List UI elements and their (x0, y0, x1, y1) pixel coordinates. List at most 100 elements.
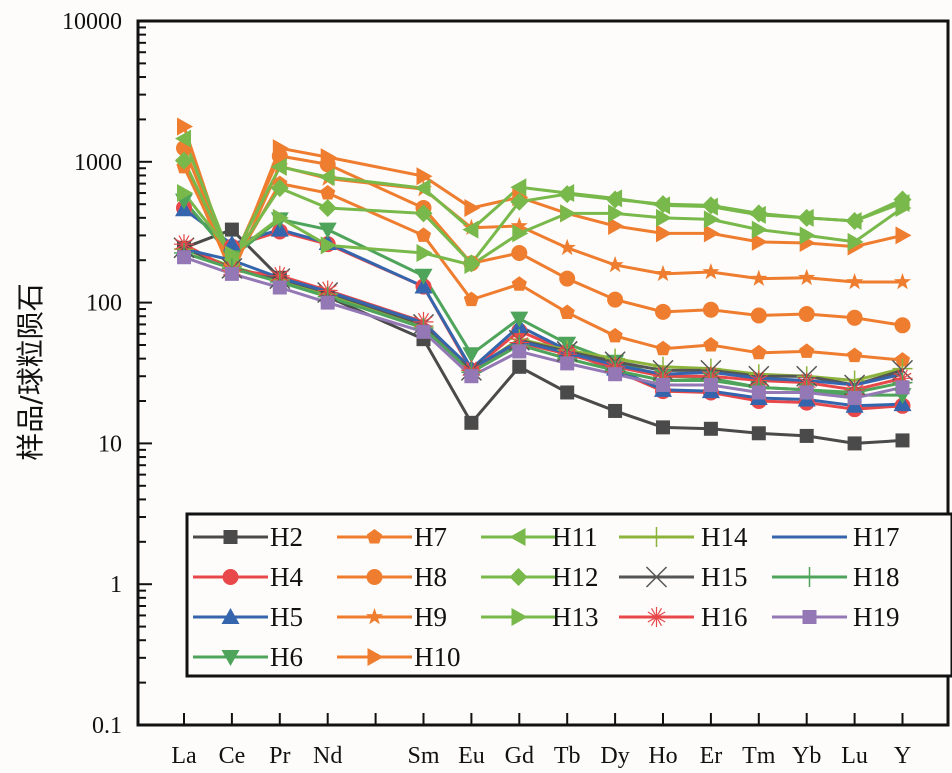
y-tick-label: 100 (86, 291, 122, 317)
data-point-h8 (559, 270, 576, 287)
legend-label-h12: H12 (552, 562, 599, 592)
data-point-h13 (416, 244, 433, 263)
data-point-h7 (799, 343, 815, 358)
legend-marker-h11 (509, 528, 526, 546)
data-point-h8 (894, 317, 911, 334)
data-point-h13 (799, 226, 816, 245)
legend-label-h17: H17 (853, 522, 900, 552)
data-point-h11 (510, 178, 527, 197)
data-point-h12 (175, 151, 193, 170)
legend-label-h7: H7 (414, 522, 447, 552)
legend-marker-h6 (221, 650, 240, 666)
x-tick-label: Ho (648, 743, 677, 769)
data-point-h7 (415, 227, 432, 242)
legend-marker-h2 (223, 530, 238, 544)
data-point-h19 (512, 344, 527, 359)
data-point-h13 (656, 208, 672, 227)
x-tick-label: Nd (313, 743, 342, 769)
data-point-h12 (558, 185, 577, 204)
legend-marker-h16 (646, 607, 667, 627)
x-tick-label: Tb (554, 743, 581, 769)
data-point-h9 (606, 255, 624, 273)
data-point-h19 (416, 324, 431, 339)
data-point-h7 (703, 336, 719, 352)
data-point-h6 (318, 222, 337, 239)
legend-label-h14: H14 (701, 522, 748, 552)
data-point-h12 (654, 195, 672, 214)
data-point-h12 (749, 204, 768, 223)
data-point-h8 (511, 245, 528, 262)
x-tick-label: Lu (841, 743, 868, 769)
data-point-h8 (702, 301, 719, 318)
data-point-h12 (701, 196, 720, 215)
legend-marker-h7 (366, 529, 383, 544)
legend-marker-h10 (367, 648, 384, 666)
data-point-h2 (224, 222, 239, 237)
data-point-h8 (607, 291, 624, 308)
legend-frame (185, 512, 952, 678)
legend-label-h6: H6 (270, 642, 303, 672)
legend-marker-h13 (511, 608, 528, 626)
data-point-h10 (320, 148, 337, 167)
x-tick-label: Tm (742, 743, 776, 769)
data-point-h11 (175, 129, 191, 148)
data-point-h13 (272, 208, 289, 227)
data-point-h2 (895, 433, 910, 448)
x-tick-label: Dy (600, 743, 629, 769)
data-point-h19 (751, 385, 766, 400)
series-line-h15 (183, 246, 903, 387)
data-point-h9 (510, 216, 528, 234)
legend-label-h4: H4 (270, 562, 303, 592)
y-tick-label: 10000 (62, 9, 122, 35)
series-line-h17 (183, 247, 903, 387)
legend-marker-h19 (802, 610, 817, 624)
data-point-h7 (846, 347, 863, 363)
legend-label-h18: H18 (853, 562, 900, 592)
data-point-h5 (270, 220, 289, 237)
data-point-h6 (462, 347, 481, 364)
data-point-h12 (797, 208, 816, 227)
series-lines (182, 126, 904, 445)
data-point-h13 (847, 232, 864, 251)
data-point-h2 (847, 436, 862, 451)
x-tick-label: Eu (458, 743, 485, 769)
data-point-h19 (320, 295, 335, 310)
data-point-h10 (272, 139, 289, 158)
data-point-h13 (464, 255, 481, 274)
data-point-h19 (799, 385, 814, 400)
data-point-h9 (846, 273, 864, 290)
data-point-h2 (799, 428, 814, 443)
data-point-h9 (893, 273, 912, 290)
y-tick-label: 10 (98, 431, 122, 457)
data-point-h9 (798, 268, 816, 286)
y-axis: 0.1 1 10 100 1000 10000 (62, 9, 152, 739)
x-tick-label: Yb (792, 743, 821, 769)
legend-label-h15: H15 (701, 562, 748, 592)
legend-marker-h18 (799, 567, 820, 587)
data-point-h11 (270, 157, 287, 176)
data-point-h19 (703, 377, 718, 392)
x-tick-label: Ce (219, 743, 246, 769)
data-point-h10 (703, 224, 720, 243)
data-point-h10 (895, 226, 912, 245)
data-point-h7 (751, 344, 767, 360)
data-point-h8 (798, 305, 815, 322)
data-point-h7 (463, 291, 480, 307)
data-point-h5 (414, 277, 433, 294)
legend-label-h19: H19 (853, 602, 900, 632)
data-point-h10 (608, 216, 625, 235)
data-point-h12 (510, 192, 529, 211)
x-tick-label: Gd (505, 743, 534, 769)
data-point-h2 (656, 420, 670, 435)
data-point-h19 (656, 377, 670, 392)
data-point-h2 (560, 385, 575, 400)
legend-label-h10: H10 (414, 642, 461, 672)
data-point-h7 (607, 327, 623, 343)
data-point-h9 (702, 262, 720, 280)
data-point-h2 (464, 415, 479, 430)
data-point-h13 (177, 184, 193, 203)
data-point-h8 (655, 303, 671, 320)
data-point-h13 (703, 210, 720, 229)
data-point-h2 (703, 421, 718, 436)
data-point-h19 (464, 369, 479, 384)
